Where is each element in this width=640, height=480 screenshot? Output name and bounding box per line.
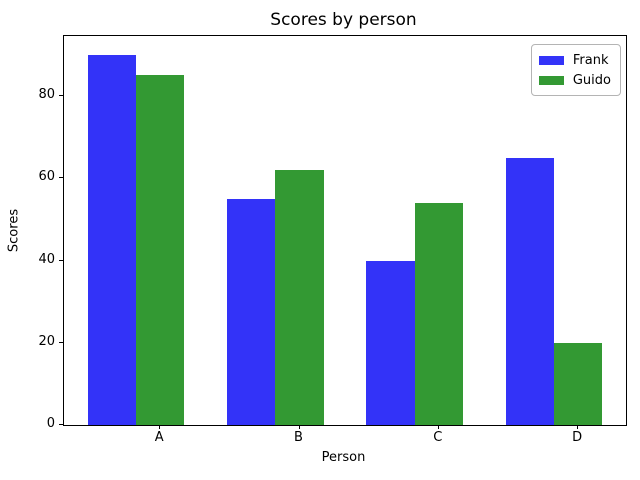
legend-label-frank: Frank [572, 52, 609, 68]
x-tick-label-b: B [294, 430, 303, 446]
x-axis-label: Person [321, 450, 366, 465]
plot-area: Frank Guido [62, 35, 627, 427]
bar-frank-c [366, 260, 415, 426]
x-tickmark-d [577, 425, 579, 430]
x-tick-label-c: C [433, 430, 443, 446]
bar-guido-d [554, 342, 603, 426]
x-tickmark-c [437, 425, 439, 430]
legend-swatch-frank [538, 55, 564, 65]
y-tick-label-20: 20 [38, 333, 55, 349]
x-tickmark-b [298, 425, 300, 430]
x-tick-label-d: D [572, 430, 583, 446]
y-tick-label-0: 0 [46, 416, 55, 432]
bar-guido-c [414, 203, 464, 426]
legend-entry-frank: Frank [538, 50, 611, 70]
legend: Frank Guido [530, 44, 621, 97]
y-tick-label-60: 60 [38, 169, 55, 185]
legend-swatch-guido [538, 75, 564, 85]
y-tickmark-60 [58, 177, 63, 179]
bar-frank-b [227, 198, 276, 426]
y-tickmark-20 [58, 341, 63, 343]
y-tickmark-0 [58, 424, 63, 426]
bar-guido-a [136, 75, 185, 426]
y-tickmark-80 [58, 94, 63, 96]
x-tickmark-a [159, 425, 161, 430]
x-tick-label-a: A [154, 430, 164, 446]
y-axis-label: Scores [6, 208, 22, 253]
y-tick-label-80: 80 [38, 86, 55, 102]
bar-frank-a [87, 54, 137, 426]
y-tick-label-40: 40 [38, 251, 55, 267]
chart-title: Scores by person [270, 10, 417, 30]
legend-entry-guido: Guido [538, 70, 611, 90]
legend-label-guido: Guido [572, 72, 611, 88]
bar-guido-b [275, 170, 324, 426]
y-tickmark-40 [58, 259, 63, 261]
bar-frank-d [505, 157, 555, 426]
